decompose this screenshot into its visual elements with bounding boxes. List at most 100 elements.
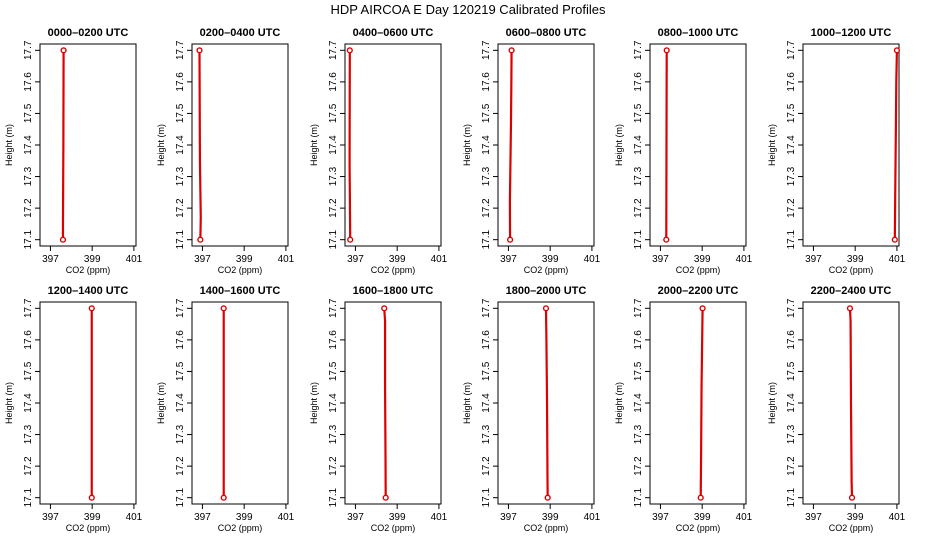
top-point-marker [220, 305, 227, 312]
x-tick-label: 399 [236, 254, 253, 265]
x-tick-label: 397 [652, 512, 669, 523]
bottom-point-marker [59, 236, 67, 243]
top-point-marker [60, 47, 67, 54]
y-axis-label: Height (m) [4, 124, 14, 166]
y-axis-label: Height (m) [462, 124, 472, 166]
x-tick-label: 397 [500, 254, 517, 265]
x-tick-label: 399 [84, 512, 101, 523]
y-tick-label: 17.3 [328, 424, 339, 444]
top-point-marker [699, 305, 706, 312]
y-tick-label: 17.1 [786, 230, 797, 250]
y-tick-label: 17.6 [175, 330, 186, 350]
x-tick-label: 397 [805, 254, 822, 265]
y-tick-label: 17.3 [633, 424, 644, 444]
top-point-marker [542, 305, 550, 312]
x-tick-label: 397 [652, 254, 669, 265]
x-tick-label: 399 [542, 254, 559, 265]
bottom-point-marker [382, 494, 389, 501]
y-axis-label: Height (m) [767, 124, 777, 166]
panel-6: 1000–1200 UTC 397 399 401 17.1 17.2 17.3 17.4 17… [767, 27, 906, 275]
x-tick-label: 397 [347, 512, 364, 523]
y-tick-label: 17.2 [328, 456, 339, 476]
plot-frame [649, 301, 747, 505]
y-tick-label: 17.7 [633, 298, 644, 318]
y-tick-label: 17.1 [481, 230, 492, 250]
panel-5: 0800–1000 UTC 397 399 401 17.1 17.2 17.3 17.4 17… [614, 27, 753, 275]
y-tick-label: 17.6 [328, 330, 339, 350]
panel-title: 1200–1400 UTC [48, 285, 129, 297]
y-tick-label: 17.1 [328, 230, 339, 250]
panel-title: 0200–0400 UTC [200, 27, 281, 39]
y-axis-label: Height (m) [767, 382, 777, 424]
panel-title: 0400–0600 UTC [353, 27, 434, 39]
top-point-marker [893, 47, 901, 54]
bottom-point-marker [347, 236, 354, 243]
y-tick-label: 17.2 [633, 456, 644, 476]
plot-frame [39, 301, 137, 505]
x-tick-label: 397 [805, 512, 822, 523]
x-tick-label: 401 [889, 512, 906, 523]
top-point-marker [196, 47, 203, 54]
y-tick-label: 17.6 [175, 72, 186, 92]
y-tick-label: 17.4 [481, 135, 492, 155]
panel-1: 0000–0200 UTC 397 399 401 17.1 17.2 17.3 17.4 17… [4, 27, 143, 275]
profile-line [198, 50, 202, 240]
panel-4: 0600–0800 UTC 397 399 401 17.1 17.2 17.3 17.4 17… [462, 27, 601, 275]
y-tick-label: 17.7 [786, 40, 797, 60]
y-tick-label: 17.6 [633, 330, 644, 350]
profile-line [893, 50, 899, 240]
y-tick-label: 17.7 [23, 298, 34, 318]
panel-title: 0600–0800 UTC [506, 27, 587, 39]
x-tick-label: 401 [584, 512, 601, 523]
panel-10: 1800–2000 UTC 397 399 401 17.1 17.2 17.3 17.4 17… [462, 285, 601, 533]
y-tick-label: 17.2 [786, 198, 797, 218]
y-tick-label: 17.7 [175, 40, 186, 60]
top-point-marker [381, 305, 388, 312]
panel-grid: 0000–0200 UTC 397 399 401 17.1 17.2 17.3 17.4 17… [4, 27, 906, 533]
y-tick-label: 17.1 [481, 488, 492, 508]
y-tick-label: 17.7 [175, 298, 186, 318]
y-tick-label: 17.2 [23, 456, 34, 476]
x-tick-label: 401 [431, 512, 448, 523]
panel-title: 1400–1600 UTC [200, 285, 281, 297]
y-tick-label: 17.3 [481, 166, 492, 186]
x-axis-label: CO2 (ppm) [676, 523, 721, 533]
x-tick-label: 399 [694, 254, 711, 265]
y-axis-label: Height (m) [309, 124, 319, 166]
y-axis-label: Height (m) [614, 382, 624, 424]
x-tick-label: 399 [389, 512, 406, 523]
y-tick-label: 17.6 [786, 330, 797, 350]
x-tick-label: 401 [126, 512, 143, 523]
profile-line [699, 308, 704, 498]
x-axis-label: CO2 (ppm) [676, 265, 721, 275]
y-tick-label: 17.6 [481, 72, 492, 92]
y-tick-label: 17.5 [786, 361, 797, 381]
y-tick-label: 17.6 [23, 72, 34, 92]
y-tick-label: 17.5 [175, 361, 186, 381]
y-tick-label: 17.1 [175, 230, 186, 250]
y-axis-label: Height (m) [156, 382, 166, 424]
y-tick-label: 17.1 [23, 488, 34, 508]
y-tick-label: 17.4 [786, 135, 797, 155]
y-tick-label: 17.6 [23, 330, 34, 350]
panel-title: 1000–1200 UTC [811, 27, 892, 39]
y-tick-label: 17.5 [786, 103, 797, 123]
x-tick-label: 399 [694, 512, 711, 523]
panel-3: 0400–0600 UTC 397 399 401 17.1 17.2 17.3 17.4 17… [309, 27, 448, 275]
panel-8: 1400–1600 UTC 397 399 401 17.1 17.2 17.3 17.4 17… [156, 285, 295, 533]
y-tick-label: 17.5 [481, 361, 492, 381]
x-tick-label: 401 [278, 512, 295, 523]
y-tick-label: 17.6 [481, 330, 492, 350]
y-tick-label: 17.1 [633, 230, 644, 250]
x-axis-label: CO2 (ppm) [218, 265, 263, 275]
plot-frame [649, 43, 747, 247]
top-point-marker [508, 47, 515, 54]
panel-title: 2200–2400 UTC [811, 285, 892, 297]
x-axis-label: CO2 (ppm) [524, 265, 569, 275]
bottom-point-marker [88, 494, 95, 501]
panel-title: 2000–2200 UTC [658, 285, 739, 297]
y-tick-label: 17.7 [23, 40, 34, 60]
y-tick-label: 17.4 [633, 393, 644, 413]
y-tick-label: 17.4 [23, 135, 34, 155]
y-tick-label: 17.4 [786, 393, 797, 413]
